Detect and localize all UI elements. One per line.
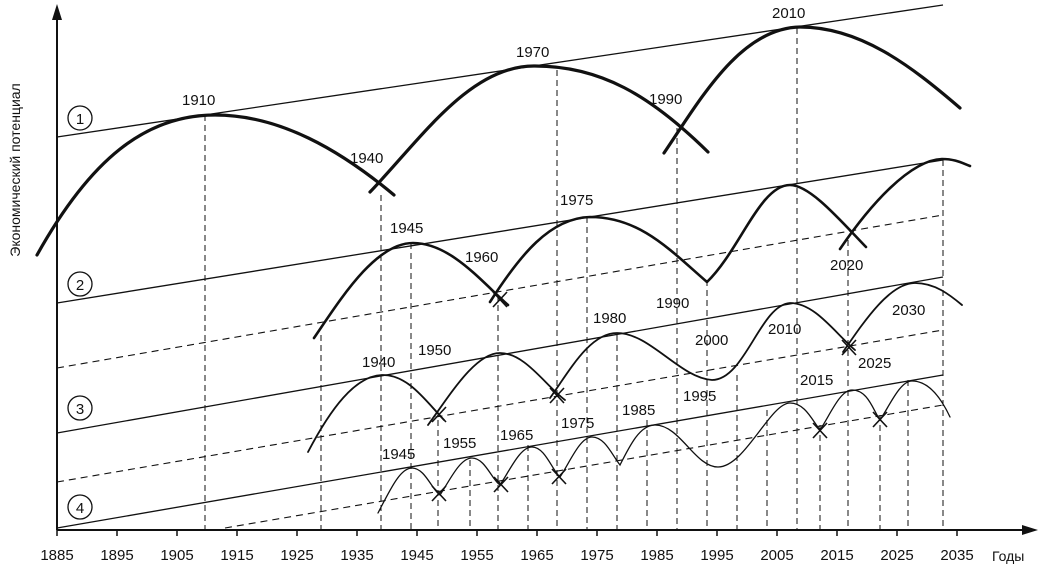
crossing-marks [431, 291, 888, 502]
tick-label: 1945 [400, 547, 433, 564]
cross-mark [549, 387, 565, 404]
wave-1910 [35, 113, 396, 257]
band-2-circle [67, 271, 93, 297]
peak-label: 1985 [622, 402, 655, 419]
peak-label: 1955 [443, 435, 476, 452]
peak-label: 1945 [390, 220, 423, 237]
peak-label: 1910 [182, 92, 215, 109]
tick-label: 1915 [220, 547, 253, 564]
cross-mark [431, 406, 447, 423]
wave-1970 [368, 64, 710, 194]
trough-label: 1990 [649, 91, 682, 108]
tick-label: 1895 [100, 547, 133, 564]
band-4-circle [67, 494, 93, 520]
peak-label: 2015 [800, 372, 833, 389]
band-2-waves [312, 157, 972, 340]
band-3-waves [307, 282, 963, 453]
band-4-labels: 1945 1955 1965 1975 1985 2015 [382, 372, 833, 463]
tick-label: 2005 [760, 547, 793, 564]
tick-label: 1935 [340, 547, 373, 564]
peak-label: 1945 [382, 446, 415, 463]
dashed-line-4 [224, 404, 944, 529]
wave-1965 [427, 352, 566, 426]
wave-1945 [312, 241, 510, 340]
tick-label: 1975 [580, 547, 613, 564]
trough-label: 1940 [350, 150, 383, 167]
tick-label: 1995 [700, 547, 733, 564]
band-2-number: 2 [76, 277, 84, 294]
band-1-waves [35, 25, 962, 257]
y-axis-arrow [52, 4, 62, 20]
peak-label: 2010 [772, 5, 805, 22]
y-axis-label: Экономический потенциал [7, 83, 23, 256]
band-1-number: 1 [76, 111, 84, 128]
wave-1975 [488, 183, 868, 304]
band-1-labels: 1910 1940 1970 1990 2010 [182, 5, 805, 167]
dashed-line-2 [56, 214, 944, 369]
band-3-number: 3 [76, 401, 84, 418]
x-axis-label: Годы [992, 548, 1024, 564]
peak-label: 1980 [593, 310, 626, 327]
band-4-waves [377, 380, 951, 514]
peak-label: 2010 [768, 321, 801, 338]
trend-line-4 [56, 374, 944, 529]
trough-label: 2025 [858, 355, 891, 372]
wave-2030 [842, 282, 963, 353]
band-4-number: 4 [76, 500, 84, 517]
trough-label: 1990 [656, 295, 689, 312]
vertical-guides [204, 28, 944, 530]
tick-label: 2025 [880, 547, 913, 564]
tick-label: 2035 [940, 547, 973, 564]
band-2-labels: 1945 1960 1975 1990 2020 [390, 192, 863, 312]
wave-1980 [549, 302, 856, 399]
trough-label: 1950 [418, 342, 451, 359]
wave-1940 [307, 374, 445, 453]
trend-lines [56, 4, 944, 529]
wave-band-4 [377, 380, 951, 514]
trough-label: 1995 [683, 388, 716, 405]
tick-label: 1985 [640, 547, 673, 564]
tick-label: 1965 [520, 547, 553, 564]
x-axis-arrow [1022, 525, 1038, 535]
cross-mark [872, 411, 888, 428]
band-markers: 1 2 3 4 [67, 105, 93, 520]
x-tick-labels: 1885 1895 1905 1915 1925 1935 1945 1955 … [40, 547, 973, 564]
peak-label: 1975 [560, 192, 593, 209]
peak-label: 1940 [362, 354, 395, 371]
peak-label: 2000 [695, 332, 728, 349]
cross-mark [431, 485, 447, 502]
peak-label: 1975 [561, 415, 594, 432]
axes [52, 4, 1038, 535]
tick-label: 1905 [160, 547, 193, 564]
band-1-circle [67, 105, 93, 131]
band-3-labels: 1940 1950 1980 2000 1995 2010 2025 2030 [362, 302, 925, 405]
peak-label: 1965 [500, 427, 533, 444]
tick-label: 1925 [280, 547, 313, 564]
wave-2010 [662, 25, 962, 155]
x-ticks [56, 530, 958, 536]
peak-label: 2030 [892, 302, 925, 319]
cross-mark [841, 339, 857, 356]
tick-label: 1885 [40, 547, 73, 564]
tick-label: 1955 [460, 547, 493, 564]
trend-line-2 [56, 159, 944, 304]
wave-2025 [838, 157, 972, 251]
peak-label: 1970 [516, 44, 549, 61]
cross-mark [492, 291, 508, 308]
trough-label: 1960 [465, 249, 498, 266]
cross-mark [812, 422, 828, 439]
band-3-circle [67, 395, 93, 421]
cross-mark [551, 468, 567, 485]
cross-mark [493, 476, 509, 493]
tick-label: 2015 [820, 547, 853, 564]
trough-label: 2020 [830, 257, 863, 274]
